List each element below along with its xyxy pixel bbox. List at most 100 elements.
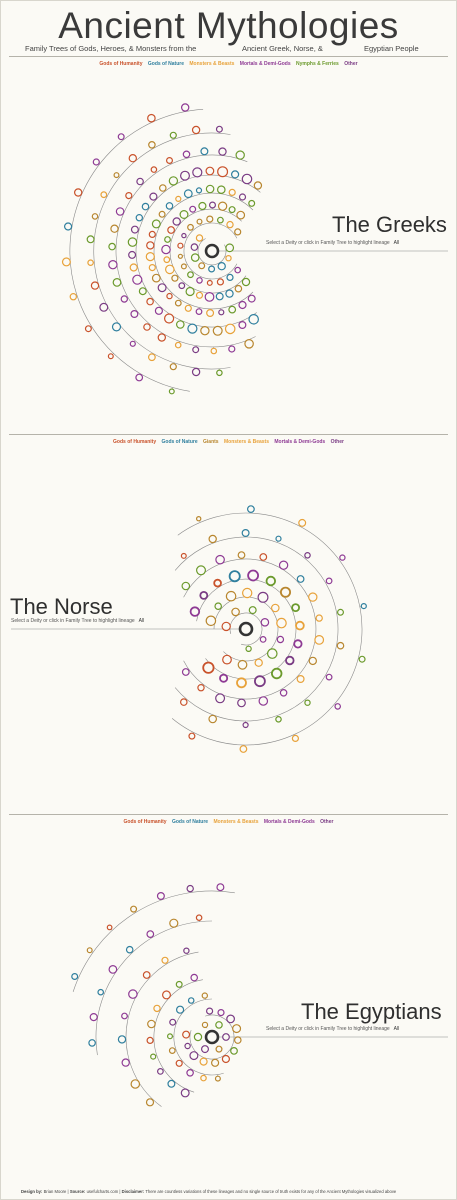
greek-deity-node[interactable] [183,189,193,199]
norse-deity-node[interactable] [242,721,249,729]
norse-deity-node[interactable] [196,565,207,576]
greek-deity-node[interactable] [200,326,210,336]
legend-mortals-demigods[interactable]: Mortals & Demi-Gods [263,819,315,825]
greek-deity-node[interactable] [129,340,136,347]
greek-deity-node[interactable] [218,147,227,156]
norse-deity-node[interactable] [253,675,266,688]
greek-deity-node[interactable] [120,295,129,303]
greek-deity-node[interactable] [174,299,182,307]
legend-other[interactable]: Other [320,819,334,825]
norse-family-tree[interactable] [1,1,457,821]
egypt-deity-node[interactable] [156,1067,164,1075]
norse-deity-node[interactable] [254,658,263,667]
norse-deity-node[interactable] [337,608,345,616]
norse-deity-node[interactable] [275,715,282,723]
norse-deity-node[interactable] [199,591,209,600]
norse-deity-node[interactable] [180,552,187,559]
norse-deity-node[interactable] [239,745,248,753]
greek-deity-node[interactable] [206,279,213,286]
egypt-deity-node[interactable] [211,1058,220,1067]
greek-deity-node[interactable] [128,250,137,259]
greek-deity-node[interactable] [63,222,73,231]
egypt-deity-node[interactable] [145,1098,155,1107]
norse-deity-node[interactable] [336,641,345,650]
greek-deity-node[interactable] [192,167,203,178]
greek-deity-node[interactable] [158,210,166,218]
greek-deity-node[interactable] [212,325,223,336]
greek-deity-node[interactable] [177,253,183,259]
norse-deity-node[interactable] [241,587,253,599]
greek-deity-node[interactable] [208,265,216,273]
greek-deity-node[interactable] [110,224,119,233]
egypt-deity-node[interactable] [169,1018,177,1026]
egypt-deity-node[interactable] [217,1008,225,1017]
greek-deity-node[interactable] [228,345,236,353]
legend-monsters-beasts[interactable]: Monsters & Beasts [223,439,269,445]
greek-deity-node[interactable] [238,321,247,330]
norse-deity-node[interactable] [314,635,325,645]
greek-deity-node[interactable] [218,309,225,316]
greek-deity-node[interactable] [135,373,144,382]
norse-deity-node[interactable] [248,606,257,615]
legend-monsters-beasts[interactable]: Monsters & Beasts [189,61,235,67]
egypt-deity-node[interactable] [186,884,194,893]
greek-deity-node[interactable] [136,177,144,186]
norse-deity-node[interactable] [296,674,305,683]
greek-deity-node[interactable] [148,141,156,149]
greek-deity-node[interactable] [117,133,125,141]
egypt-deity-node[interactable] [146,930,155,938]
greek-deity-node[interactable] [149,192,158,201]
norse-deity-node[interactable] [231,607,240,617]
greek-deity-node[interactable] [217,262,226,271]
norse-deity-node[interactable] [219,673,229,683]
greek-deity-node[interactable] [165,264,175,275]
egypt-deity-node[interactable] [195,914,203,922]
norse-deity-node[interactable] [181,668,190,676]
greek-deity-node[interactable] [168,388,175,395]
legend-giants[interactable]: Giants [203,439,219,445]
egypt-deity-node[interactable] [206,1007,214,1015]
greek-deity-node[interactable] [244,338,254,349]
egypt-deity-node[interactable] [97,988,105,996]
norse-deity-node[interactable] [296,575,305,583]
norse-deity-node[interactable] [260,617,270,627]
egypt-deity-node[interactable] [162,990,172,1000]
greek-deity-node[interactable] [190,253,200,262]
egypt-deity-node[interactable] [187,997,195,1004]
egypt-deity-node[interactable] [130,905,138,913]
greek-deity-node[interactable] [163,256,171,264]
egyptian-all-button[interactable]: All [393,1026,400,1032]
greek-deity-node[interactable] [225,243,235,253]
greek-deity-node[interactable] [217,166,229,178]
greek-deity-node[interactable] [169,131,177,139]
greek-deity-node[interactable] [165,202,174,210]
egypt-deity-node[interactable] [130,1079,141,1089]
egypt-deity-node[interactable] [222,1033,230,1041]
greek-deity-node[interactable] [234,266,242,274]
greek-deity-node[interactable] [192,346,200,354]
greek-deity-node[interactable] [146,297,154,306]
greek-deity-node[interactable] [253,181,263,190]
egypt-deity-node[interactable] [201,1021,209,1029]
egypt-deity-node[interactable] [121,1012,128,1020]
legend-gods-of-nature[interactable]: Gods of Nature [171,819,209,825]
greek-deity-node[interactable] [166,292,173,300]
greek-deity-node[interactable] [206,309,215,318]
greek-deity-node[interactable] [234,228,242,236]
egypt-deity-node[interactable] [89,1012,98,1022]
greek-deity-node[interactable] [148,230,156,238]
greek-deity-node[interactable] [177,242,184,249]
legend-other[interactable]: Other [344,61,358,67]
greek-deity-node[interactable] [129,263,138,272]
greek-deity-node[interactable] [189,205,197,213]
greek-deity-node[interactable] [195,291,204,299]
greek-deity-node[interactable] [231,170,240,179]
greek-deity-node[interactable] [150,166,158,173]
greek-deity-node[interactable] [191,125,201,135]
legend-gods-of-humanity[interactable]: Gods of Humanity [99,61,143,67]
greek-deity-node[interactable] [206,215,214,223]
egypt-deity-node[interactable] [125,945,134,954]
greek-deity-node[interactable] [195,187,203,194]
greek-root-node[interactable] [204,243,220,259]
norse-deity-node[interactable] [208,534,217,544]
